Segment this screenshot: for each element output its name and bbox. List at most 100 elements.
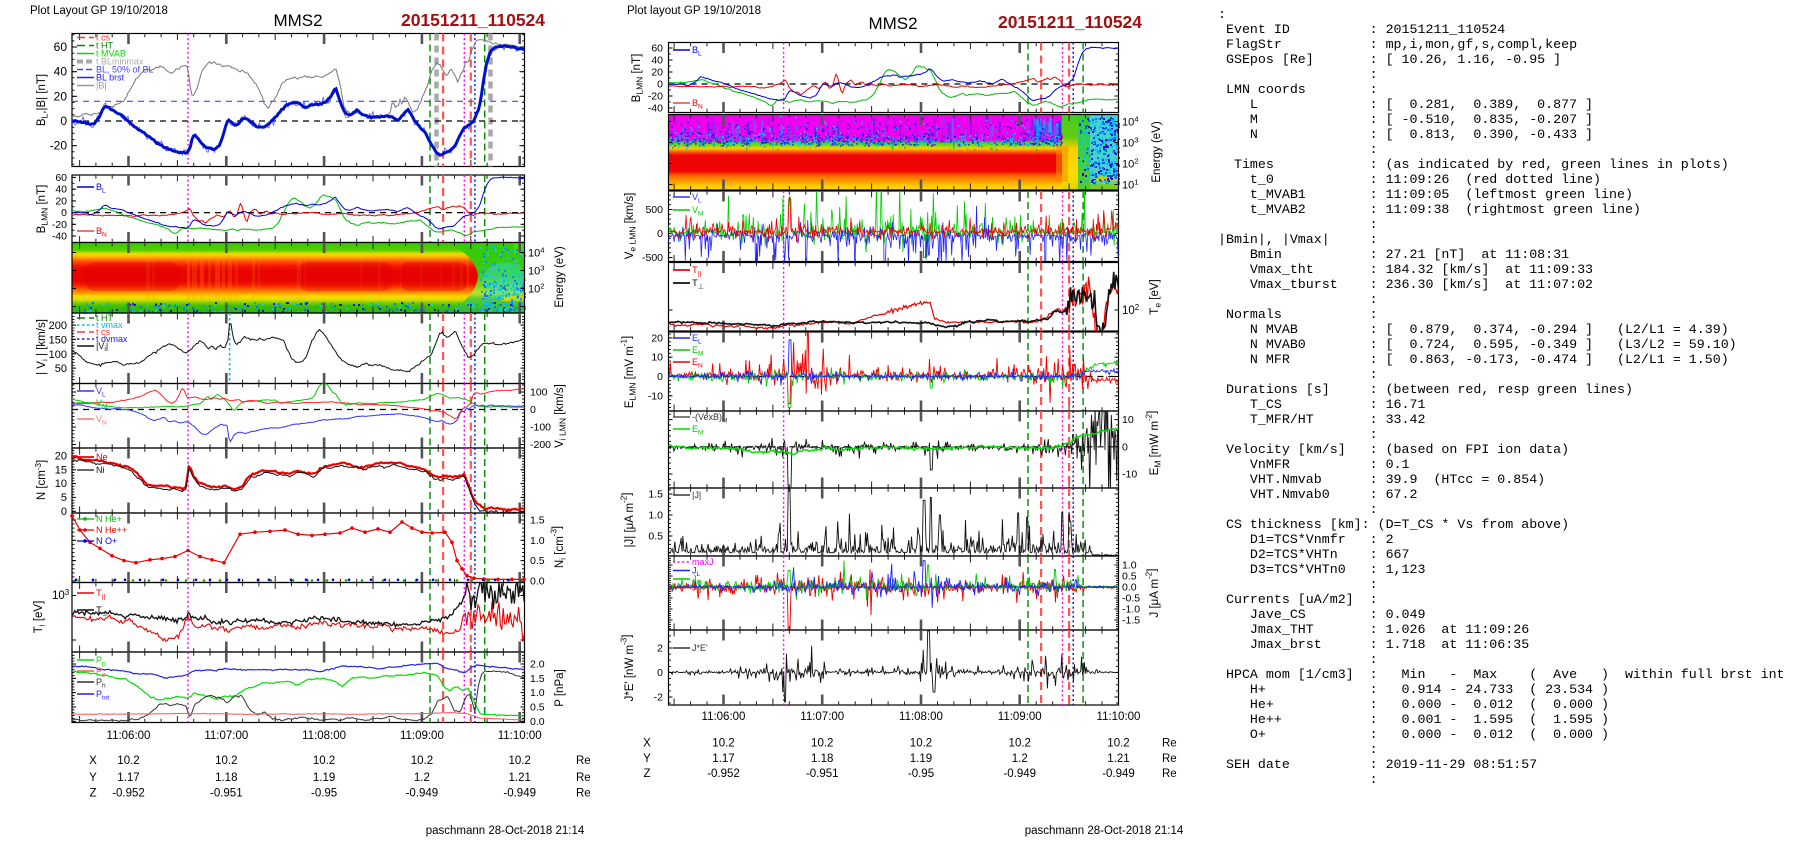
svg-text:20: 20 xyxy=(651,332,663,344)
svg-text:-0.951: -0.951 xyxy=(210,788,243,800)
svg-text:Ni: Ni xyxy=(96,465,105,475)
svg-text:Plot layout GP 19/10/2018: Plot layout GP 19/10/2018 xyxy=(627,5,761,17)
svg-text:0.5: 0.5 xyxy=(530,555,545,567)
svg-text:|J| [μA m-2]: |J| [μA m-2] xyxy=(620,493,637,548)
svg-text:20151211_110524: 20151211_110524 xyxy=(998,12,1142,32)
svg-text:Re: Re xyxy=(576,788,591,800)
svg-text:BL, 50% of BL: BL, 50% of BL xyxy=(96,65,154,75)
svg-text:0: 0 xyxy=(530,404,536,416)
svg-text:Re: Re xyxy=(576,772,591,784)
svg-text:BL brst: BL brst xyxy=(96,73,125,83)
svg-text:1.18: 1.18 xyxy=(215,772,237,784)
svg-text:Vi LMN [km/s]: Vi LMN [km/s] xyxy=(554,384,568,448)
svg-text:|Vi|: |Vi| xyxy=(96,341,108,353)
svg-text:Te [eV]: Te [eV] xyxy=(1149,279,1163,314)
svg-text:-500: -500 xyxy=(642,252,663,264)
svg-text:1.17: 1.17 xyxy=(117,772,139,784)
svg-text:VN: VN xyxy=(96,414,107,427)
svg-text:20151211_110524: 20151211_110524 xyxy=(401,10,545,30)
svg-text:-10: -10 xyxy=(648,390,663,402)
svg-text:Ni [cm-3]: Ni [cm-3] xyxy=(550,526,568,568)
svg-text:10.2: 10.2 xyxy=(712,738,734,750)
svg-text:-0.952: -0.952 xyxy=(707,768,740,780)
svg-text:Y: Y xyxy=(643,753,651,765)
svg-text:20: 20 xyxy=(54,89,68,103)
svg-text:0.5: 0.5 xyxy=(1122,571,1137,583)
svg-text:N O+: N O+ xyxy=(96,536,117,546)
svg-text:11:06:00: 11:06:00 xyxy=(702,711,746,723)
svg-text:Ne: Ne xyxy=(96,452,108,462)
svg-text:-20: -20 xyxy=(50,139,68,153)
svg-text:JN: JN xyxy=(692,583,702,596)
svg-text:| Vi | [km/s]: | Vi | [km/s] xyxy=(36,319,50,375)
svg-text:1.5: 1.5 xyxy=(648,489,663,501)
svg-text:100: 100 xyxy=(49,349,67,361)
svg-text:BL,|B| [nT]: BL,|B| [nT] xyxy=(36,74,50,126)
svg-text:10: 10 xyxy=(1122,414,1134,426)
svg-text:10.2: 10.2 xyxy=(117,755,139,767)
svg-text:Ve LMN [km/s]: Ve LMN [km/s] xyxy=(624,193,638,260)
svg-text:200: 200 xyxy=(49,320,67,332)
svg-text:11:07:00: 11:07:00 xyxy=(800,711,844,723)
svg-text:t BLminmax: t BLminmax xyxy=(96,57,144,67)
svg-text:EM: EM xyxy=(692,345,703,358)
svg-text:50: 50 xyxy=(55,363,67,375)
svg-text:60: 60 xyxy=(55,172,67,184)
svg-text:0.5: 0.5 xyxy=(648,531,663,543)
svg-text:40: 40 xyxy=(54,65,68,79)
svg-text:J*E': J*E' xyxy=(692,643,708,653)
svg-text:1.21: 1.21 xyxy=(1107,753,1129,765)
svg-text:-0.95: -0.95 xyxy=(908,768,934,780)
svg-text:Re: Re xyxy=(1162,768,1177,780)
svg-text:10.2: 10.2 xyxy=(411,755,433,767)
svg-text:MMS2: MMS2 xyxy=(868,14,917,33)
svg-text:EM [mW m-2]: EM [mW m-2] xyxy=(1145,411,1163,476)
svg-text:11:06:00: 11:06:00 xyxy=(107,730,151,742)
svg-text:2: 2 xyxy=(657,643,663,655)
svg-text:Y: Y xyxy=(89,772,97,784)
svg-text:0: 0 xyxy=(61,207,67,219)
svg-text:BL: BL xyxy=(692,45,702,58)
svg-text:11:08:00: 11:08:00 xyxy=(302,730,346,742)
svg-text:|J|: |J| xyxy=(692,490,701,500)
svg-text:-20: -20 xyxy=(52,219,67,231)
svg-text:1.0: 1.0 xyxy=(1122,560,1137,572)
svg-text:T⊥: T⊥ xyxy=(96,605,108,618)
svg-text:-0.949: -0.949 xyxy=(1003,768,1036,780)
svg-text:Pe: Pe xyxy=(96,666,106,679)
svg-text:0: 0 xyxy=(657,79,663,91)
svg-text:Re: Re xyxy=(1162,753,1177,765)
svg-text:40: 40 xyxy=(651,55,663,67)
svg-text:Ph: Ph xyxy=(96,677,106,690)
svg-text:N He+: N He+ xyxy=(96,514,122,524)
svg-text:BL: BL xyxy=(96,182,106,195)
svg-text:11:08:00: 11:08:00 xyxy=(899,711,943,723)
svg-text:0: 0 xyxy=(1122,441,1128,453)
svg-text:10.2: 10.2 xyxy=(1009,738,1031,750)
svg-text:1.0: 1.0 xyxy=(530,687,545,699)
svg-text:J [μA m-2]: J [μA m-2] xyxy=(1145,569,1162,618)
svg-text:-0.949: -0.949 xyxy=(503,788,536,800)
svg-text:1.5: 1.5 xyxy=(530,673,545,685)
svg-text:t dvmax: t dvmax xyxy=(96,334,128,344)
svg-text:paschmann 28-Oct-2018 21:14: paschmann 28-Oct-2018 21:14 xyxy=(1025,825,1184,837)
svg-text:0: 0 xyxy=(60,114,67,128)
svg-text:11:09:00: 11:09:00 xyxy=(998,711,1042,723)
svg-text:-0.95: -0.95 xyxy=(311,788,337,800)
svg-text:-20: -20 xyxy=(648,91,663,103)
svg-text:10.2: 10.2 xyxy=(1107,738,1129,750)
svg-text:BLMN [nT]: BLMN [nT] xyxy=(631,54,645,103)
svg-text:0: 0 xyxy=(61,506,67,518)
svg-text:10.2: 10.2 xyxy=(215,755,237,767)
svg-text:100: 100 xyxy=(530,387,548,399)
svg-text:60: 60 xyxy=(651,43,663,55)
svg-text:Energy (eV): Energy (eV) xyxy=(554,246,566,308)
svg-text:1.21: 1.21 xyxy=(509,772,531,784)
svg-text:0.0: 0.0 xyxy=(530,576,545,588)
svg-text:20: 20 xyxy=(651,67,663,79)
svg-text:EN: EN xyxy=(692,357,703,370)
svg-text:t vmax: t vmax xyxy=(96,320,123,330)
svg-text:150: 150 xyxy=(49,334,67,346)
svg-text:t cs: t cs xyxy=(96,33,111,43)
svg-text:11:07:00: 11:07:00 xyxy=(204,730,248,742)
